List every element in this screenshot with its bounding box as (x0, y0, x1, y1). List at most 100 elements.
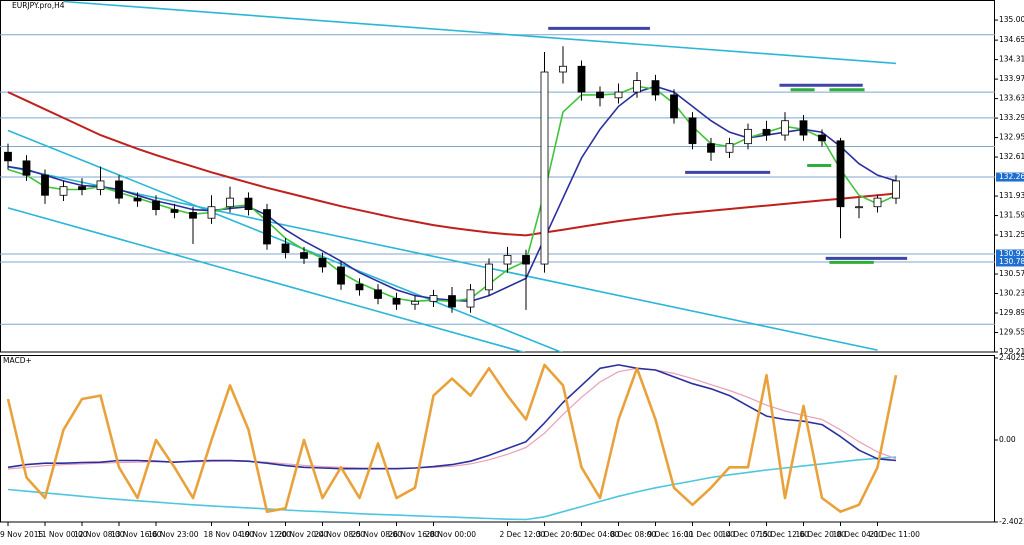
x-tick-label: 2 Dec 12:00 (500, 530, 546, 539)
y-tick-label: 131.936 (999, 191, 1024, 200)
macd-plot (6, 363, 898, 521)
candle-body (725, 143, 734, 153)
main-plot (0, 0, 995, 352)
candle-body (411, 300, 419, 305)
candle-body (744, 128, 752, 145)
axes: 135.006 134.656 134.316 133.976 133.636 133.2… (0, 15, 1024, 539)
indicator-title: MACD+ (3, 356, 32, 365)
price-tag (996, 257, 1024, 267)
price-tag (996, 172, 1024, 182)
indicator-line (6, 363, 898, 513)
y-tick-label: 134.656 (999, 35, 1024, 44)
y-tick-label: 130.576 (999, 269, 1024, 278)
candle-body (22, 160, 31, 176)
candle-body (818, 134, 826, 142)
candle-body (392, 298, 401, 305)
y-tick-label: 133.976 (999, 74, 1024, 83)
y-tick-label: -2.4025 (999, 517, 1024, 526)
candle-body (4, 151, 12, 162)
x-tick-label: 16 Nov 23:00 (148, 530, 199, 539)
candle-body (670, 94, 678, 119)
x-tick-label: 3 Dec 20:00 (537, 530, 583, 539)
candle-body (503, 255, 512, 265)
candle-body (152, 200, 160, 210)
y-tick-label: 0.00 (999, 435, 1016, 444)
candle-body (170, 209, 179, 213)
x-tick-label: 19 Nov 12:00 (241, 530, 292, 539)
candle-body (207, 206, 216, 219)
y-tick-label: 129.216 (999, 347, 1024, 356)
y-tick-label: 2.4025 (999, 353, 1024, 362)
x-tick-label: 18 Dec 04:00 (833, 530, 884, 539)
candle-body (522, 255, 530, 265)
trendline (7, 207, 526, 352)
x-tick-label: 5 Dec 04:00 (574, 530, 620, 539)
y-tick-label: 132.956 (999, 133, 1024, 142)
candle-body (688, 117, 697, 145)
candle-body (614, 91, 623, 99)
x-tick-label: 25 Nov 08:00 (352, 530, 403, 539)
candle-body (59, 186, 68, 196)
candle-body (300, 252, 308, 259)
candle-body (855, 206, 863, 209)
candle-body (892, 180, 900, 199)
x-tick-label: 26 Nov 16:00 (389, 530, 440, 539)
candle-body (337, 266, 345, 285)
y-tick-label: 131.256 (999, 230, 1024, 239)
chart-title: EURJPY.pro,H4 (12, 1, 65, 10)
price-tag (996, 249, 1024, 259)
y-tick-label: 129.896 (999, 308, 1024, 317)
x-tick-label: 28 Nov 00:00 (426, 530, 477, 539)
candle-body (651, 80, 660, 96)
candle-body (540, 71, 549, 265)
candle-body (448, 295, 456, 308)
x-tick-label: 9 Nov 2015 (0, 530, 43, 539)
candle-body (41, 174, 49, 196)
y-tick-label: 130.236 (999, 289, 1024, 298)
candle-body (762, 128, 771, 136)
x-tick-label: 20 Nov 20:00 (278, 530, 329, 539)
candle-body (485, 263, 493, 291)
x-tick-label: 9 Dec 16:00 (648, 530, 694, 539)
y-tick-label: 132.616 (999, 152, 1024, 161)
x-tick-label: 16 Dec 20:00 (796, 530, 847, 539)
price-tag-label: 132.268 (999, 172, 1024, 181)
trendline (63, 0, 897, 65)
y-tick-label: 135.006 (999, 15, 1024, 24)
y-tick-label: 131.596 (999, 211, 1024, 220)
x-tick-label: 8 Dec 08:00 (611, 530, 657, 539)
candle-body (873, 197, 882, 208)
candle-body (318, 257, 327, 268)
candle-body (596, 91, 604, 99)
candle-body (429, 295, 438, 302)
candle-body (281, 243, 290, 253)
macd-pane (0, 355, 995, 523)
y-tick-label: 133.296 (999, 113, 1024, 122)
moving-average (7, 91, 897, 237)
indicator-line (7, 456, 897, 521)
y-tick-label: 133.636 (999, 94, 1024, 103)
x-tick-label: 24 Nov 08:00 (315, 530, 366, 539)
x-tick-label: 12 Nov 08:00 (74, 530, 125, 539)
y-tick-label: 129.556 (999, 328, 1024, 337)
candle-body (133, 197, 142, 202)
candle-body (466, 289, 475, 308)
price-tag-label: 130.786 (999, 257, 1024, 266)
price-tag-label: 130.925 (999, 249, 1024, 258)
trendline (7, 165, 878, 351)
x-tick-label: 21 Dec 11:00 (870, 530, 921, 539)
candle-body (633, 80, 641, 93)
candle-body (226, 197, 234, 208)
candle-body (374, 289, 382, 299)
x-tick-label: 15 Dec 12:00 (759, 530, 810, 539)
candle-body (799, 120, 808, 136)
x-tick-label: 11 Nov 00:00 (37, 530, 88, 539)
candle-body (559, 65, 567, 73)
candle-body (78, 186, 86, 190)
candle-body (836, 140, 845, 208)
x-tick-label: 18 Nov 04:00 (204, 530, 255, 539)
candle-body (189, 212, 197, 219)
candle-body (244, 197, 253, 210)
y-tick-label: 134.316 (999, 55, 1024, 64)
